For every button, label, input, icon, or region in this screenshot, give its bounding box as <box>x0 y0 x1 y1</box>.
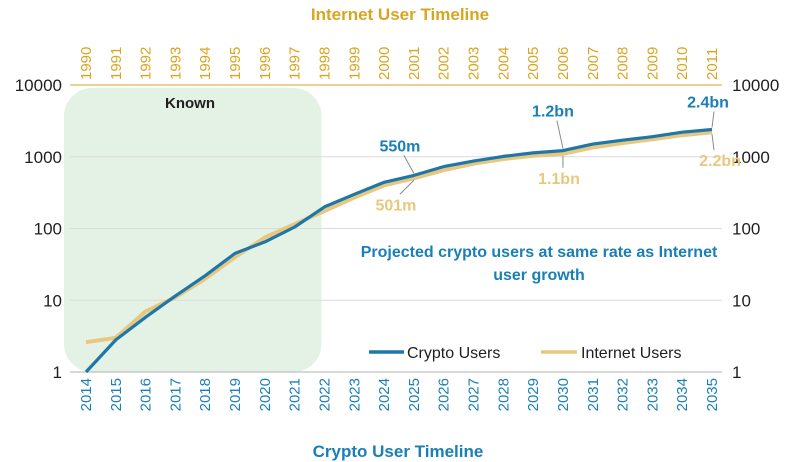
x-tick-top-1992: 1992 <box>138 47 155 80</box>
x-tick-bottom-2029: 2029 <box>525 378 542 411</box>
x-tick-top-1990: 1990 <box>78 47 95 80</box>
x-tick-bottom-2014: 2014 <box>78 378 95 411</box>
legend-label-internet: Internet Users <box>581 345 681 362</box>
x-tick-bottom-2030: 2030 <box>555 378 572 411</box>
legend: Crypto Users Internet Users <box>369 345 681 362</box>
y-tick-left-100: 100 <box>34 220 62 239</box>
x-tick-bottom-2021: 2021 <box>287 378 304 411</box>
y-tick-right-1000: 1000 <box>732 148 770 167</box>
annotation-crypto-2: 2.4bn <box>687 94 729 111</box>
x-ticks-bottom: 2014 2015 2016 2017 2018 2019 2020 2021 2022 2023… <box>78 378 721 411</box>
x-tick-top-2000: 2000 <box>376 47 393 80</box>
x-tick-top-2001: 2001 <box>406 47 423 80</box>
x-tick-top-2002: 2002 <box>436 47 453 80</box>
series-line-crypto-users <box>84 127 713 374</box>
x-ticks-top: 1990 1991 1992 1993 1994 1995 1996 1997 1998 1999… <box>78 47 721 80</box>
x-tick-bottom-2028: 2028 <box>495 378 512 411</box>
annotation-crypto-1: 1.2bn <box>532 104 574 121</box>
x-tick-bottom-2032: 2032 <box>615 378 632 411</box>
x-tick-bottom-2015: 2015 <box>108 378 125 411</box>
internet-timeline-title: Internet User Timeline <box>311 5 489 24</box>
x-tick-bottom-2026: 2026 <box>436 378 453 411</box>
series-line-internet-users <box>85 130 713 345</box>
x-tick-top-2010: 2010 <box>674 47 691 80</box>
crypto-timeline-title: Crypto User Timeline <box>313 442 484 461</box>
x-tick-bottom-2024: 2024 <box>376 378 393 411</box>
x-tick-bottom-2034: 2034 <box>674 378 691 411</box>
x-tick-bottom-2031: 2031 <box>585 378 602 411</box>
y-tick-right-10000: 10000 <box>732 76 779 95</box>
y-tick-left-10000: 10000 <box>15 76 62 95</box>
axes <box>70 84 722 373</box>
known-region-shade <box>64 88 322 372</box>
annotation-crypto-0: 550m <box>379 138 420 155</box>
known-label: Known <box>165 95 215 112</box>
leader-internet-2 <box>711 134 715 151</box>
annotation-internet-0: 501m <box>375 197 416 214</box>
y-tick-right-10: 10 <box>732 291 751 310</box>
x-tick-top-2007: 2007 <box>585 47 602 80</box>
x-tick-top-2006: 2006 <box>555 47 572 80</box>
x-tick-top-1998: 1998 <box>316 47 333 80</box>
annotation-internet-1: 1.1bn <box>538 171 580 188</box>
x-tick-bottom-2023: 2023 <box>346 378 363 411</box>
x-tick-top-2011: 2011 <box>704 48 721 80</box>
y-ticks-right: 1 10 100 1000 10000 <box>732 76 779 382</box>
y-tick-right-100: 100 <box>732 220 760 239</box>
x-tick-top-2005: 2005 <box>525 47 542 80</box>
leader-crypto-0 <box>403 155 415 174</box>
y-tick-left-10: 10 <box>43 291 62 310</box>
x-tick-top-1994: 1994 <box>197 47 214 80</box>
x-tick-top-1997: 1997 <box>287 47 304 80</box>
x-tick-top-1999: 1999 <box>346 47 363 80</box>
x-tick-top-1995: 1995 <box>227 47 244 80</box>
x-tick-top-1996: 1996 <box>257 47 274 80</box>
x-tick-top-1993: 1993 <box>167 47 184 80</box>
x-tick-top-2004: 2004 <box>495 47 512 80</box>
x-tick-top-2008: 2008 <box>615 47 632 80</box>
x-tick-bottom-2020: 2020 <box>257 378 274 411</box>
y-tick-right-1: 1 <box>732 363 741 382</box>
projection-note-line1: Projected crypto users at same rate as I… <box>361 244 718 261</box>
x-tick-bottom-2018: 2018 <box>197 378 214 411</box>
x-tick-top-1991: 1991 <box>108 47 125 80</box>
x-tick-top-2009: 2009 <box>644 47 661 80</box>
x-tick-bottom-2017: 2017 <box>167 378 184 411</box>
annotation-internet-2: 2.2bn <box>699 153 741 170</box>
x-tick-bottom-2016: 2016 <box>138 378 155 411</box>
x-tick-bottom-2019: 2019 <box>227 378 244 411</box>
x-tick-bottom-2033: 2033 <box>644 378 661 411</box>
legend-label-crypto: Crypto Users <box>407 345 500 362</box>
y-tick-left-1: 1 <box>53 363 62 382</box>
x-tick-top-2003: 2003 <box>466 47 483 80</box>
leader-internet-0 <box>399 179 415 195</box>
projection-note-line2: user growth <box>493 267 585 284</box>
x-tick-bottom-2025: 2025 <box>406 378 423 411</box>
annotations: 550m 1.2bn 2.4bn 501m 1.1bn 2.2bn <box>375 94 740 214</box>
leader-crypto-1 <box>556 120 564 149</box>
x-tick-bottom-2027: 2027 <box>466 378 483 411</box>
y-ticks-left: 1 10 100 1000 10000 <box>15 76 62 382</box>
y-tick-left-1000: 1000 <box>24 148 62 167</box>
x-tick-bottom-2022: 2022 <box>316 378 333 411</box>
x-tick-bottom-2035: 2035 <box>704 378 721 411</box>
leader-crypto-2 <box>711 111 715 128</box>
